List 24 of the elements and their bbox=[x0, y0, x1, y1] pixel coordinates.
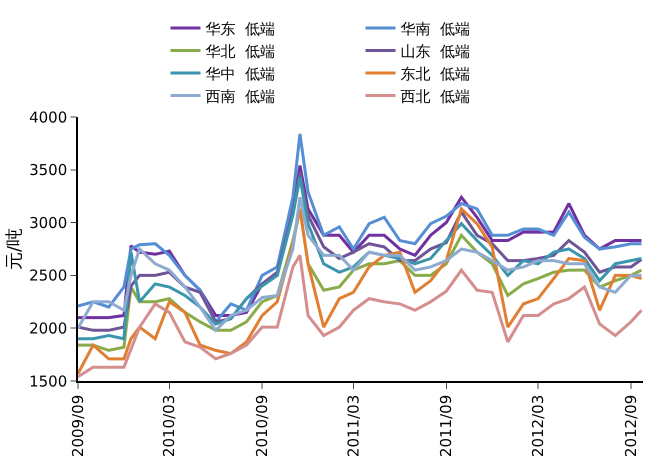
y-axis-title: 元/吨 bbox=[4, 228, 25, 270]
legend-label: 华南 低端 bbox=[400, 20, 470, 38]
x-tick-label: 2010/09 bbox=[253, 394, 272, 458]
x-tick-label: 2012/09 bbox=[622, 394, 640, 458]
x-tick-label: 2012/03 bbox=[528, 394, 547, 458]
legend-label: 东北 低端 bbox=[400, 64, 470, 83]
x-tick-label: 2009/09 bbox=[68, 394, 87, 458]
x-tick-label: 2010/03 bbox=[160, 394, 178, 458]
y-tick-label: 3000 bbox=[29, 214, 68, 232]
legend-label: 华北 低端 bbox=[206, 42, 276, 60]
line-series bbox=[78, 254, 643, 378]
y-tick-label: 4000 bbox=[29, 108, 68, 126]
legend-label: 西南 低端 bbox=[206, 87, 276, 106]
y-tick-label: 3500 bbox=[29, 161, 68, 180]
x-tick-label: 2011/03 bbox=[344, 394, 362, 458]
line-series bbox=[78, 196, 643, 332]
legend-label: 华中 低端 bbox=[206, 64, 276, 83]
legend-label: 西北 低端 bbox=[400, 87, 470, 106]
y-tick-label: 2000 bbox=[29, 319, 68, 338]
y-tick-label: 1500 bbox=[29, 372, 68, 390]
x-tick-label: 2011/09 bbox=[437, 394, 456, 458]
y-tick-label: 2500 bbox=[29, 266, 68, 285]
legend-label: 山东 低端 bbox=[400, 42, 470, 60]
legend-label: 华东 低端 bbox=[206, 20, 276, 38]
